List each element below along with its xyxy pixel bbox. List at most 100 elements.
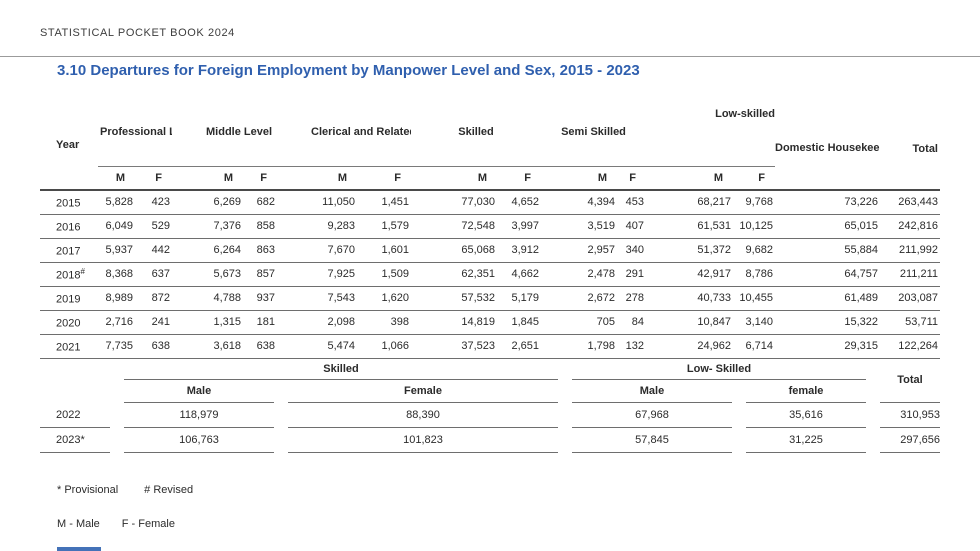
data-cell: 4,394 — [541, 190, 617, 215]
data-cell: 84 — [617, 310, 646, 335]
col-group-semi-skilled: Semi Skilled — [541, 100, 646, 167]
data-cell: 6,264 — [172, 238, 243, 263]
col-subheader-f: F — [243, 166, 277, 191]
data-cell: 10,125 — [733, 214, 775, 239]
summary-subheader-female-low-skilled: female — [746, 380, 866, 403]
table-row: 2019 8,989 872 4,788 937 7,543 1,620 57,… — [40, 286, 940, 311]
data-cell: 2,957 — [541, 238, 617, 263]
data-cell: 6,714 — [733, 334, 775, 359]
data-cell: 7,925 — [277, 262, 357, 287]
summary-year-spacer — [40, 380, 110, 403]
summary-subheader-male-low-skilled: Male — [572, 380, 732, 403]
summary-row: 2022 118,979 88,390 67,968 35,616 310,95… — [40, 403, 940, 428]
footnote-revised: # Revised — [144, 484, 194, 496]
data-cell: 2,672 — [541, 286, 617, 311]
data-cell: 2,716 — [98, 310, 135, 335]
data-cell: 3,997 — [497, 214, 541, 239]
data-cell: 1,845 — [497, 310, 541, 335]
data-cell: 398 — [357, 310, 411, 335]
data-cell: 872 — [135, 286, 172, 311]
data-cell: 72,548 — [411, 214, 497, 239]
table-row: 2018# 8,368 637 5,673 857 7,925 1,509 62… — [40, 262, 940, 287]
data-cell: 14,819 — [411, 310, 497, 335]
data-cell: 682 — [243, 190, 277, 215]
data-cell: 42,917 — [646, 262, 733, 287]
footer-accent-bar — [57, 547, 101, 551]
data-cell: 37,523 — [411, 334, 497, 359]
data-cell: 310,953 — [880, 403, 940, 428]
data-cell: 68,217 — [646, 190, 733, 215]
data-cell: 242,816 — [880, 214, 940, 239]
data-cell: 9,283 — [277, 214, 357, 239]
summary-subheader-female-skilled: Female — [288, 380, 558, 403]
data-cell: 4,652 — [497, 190, 541, 215]
year-cell: 2022 — [40, 403, 110, 428]
table-row: 2017 5,937 442 6,264 863 7,670 1,601 65,… — [40, 238, 940, 263]
summary-group-row: Skilled Low- Skilled Total — [40, 359, 940, 403]
data-cell: 638 — [135, 334, 172, 359]
year-label: 2017 — [56, 245, 81, 258]
data-cell: 291 — [617, 262, 646, 287]
summary-year-spacer — [40, 359, 110, 380]
data-cell: 937 — [243, 286, 277, 311]
data-cell: 7,735 — [98, 334, 135, 359]
summary-table: Skilled Low- Skilled Total Male Female M… — [26, 359, 954, 453]
data-cell: 5,673 — [172, 262, 243, 287]
table-row: 2021 7,735 638 3,618 638 5,474 1,066 37,… — [40, 334, 940, 359]
col-subheader-m: M — [411, 166, 497, 191]
year-cell: 2016 — [40, 214, 98, 239]
year-cell: 2017 — [40, 238, 98, 263]
year-cell: 2023* — [40, 428, 110, 453]
data-cell: 407 — [617, 214, 646, 239]
data-cell: 122,264 — [880, 334, 940, 359]
data-cell: 241 — [135, 310, 172, 335]
data-cell: 5,179 — [497, 286, 541, 311]
col-group-middle: Middle Level — [172, 100, 277, 167]
data-cell: 11,050 — [277, 190, 357, 215]
table-row: 2015 5,828 423 6,269 682 11,050 1,451 77… — [40, 190, 940, 215]
data-cell: 278 — [617, 286, 646, 311]
data-cell: 1,509 — [357, 262, 411, 287]
data-cell: 181 — [243, 310, 277, 335]
data-cell: 67,968 — [572, 403, 732, 428]
summary-mf-row: Male Female Male female — [40, 380, 940, 403]
data-cell: 705 — [541, 310, 617, 335]
tables-wrapper: Year Professional Level Middle Level Cle… — [40, 100, 940, 453]
data-cell: 5,937 — [98, 238, 135, 263]
data-cell: 31,225 — [746, 428, 866, 453]
footnote-row: * Provisional # Revised — [57, 484, 193, 496]
data-cell: 863 — [243, 238, 277, 263]
data-cell: 211,211 — [880, 262, 940, 287]
departures-table: Year Professional Level Middle Level Cle… — [40, 100, 940, 359]
data-cell: 203,087 — [880, 286, 940, 311]
data-cell: 453 — [617, 190, 646, 215]
year-label: 2016 — [56, 221, 81, 234]
col-subheader-f: F — [497, 166, 541, 191]
data-cell: 8,786 — [733, 262, 775, 287]
data-cell: 637 — [135, 262, 172, 287]
revised-marker: # — [80, 266, 85, 276]
year-cell: 2015 — [40, 190, 98, 215]
data-cell: 10,847 — [646, 310, 733, 335]
summary-row: 2023* 106,763 101,823 57,845 31,225 297,… — [40, 428, 940, 453]
data-cell: 7,376 — [172, 214, 243, 239]
data-cell: 10,455 — [733, 286, 775, 311]
data-cell: 1,451 — [357, 190, 411, 215]
data-cell: 1,066 — [357, 334, 411, 359]
data-cell: 62,351 — [411, 262, 497, 287]
table-row: 2020 2,716 241 1,315 181 2,098 398 14,81… — [40, 310, 940, 335]
data-cell: 51,372 — [646, 238, 733, 263]
data-cell: 3,519 — [541, 214, 617, 239]
data-cell: 6,269 — [172, 190, 243, 215]
data-cell: 7,543 — [277, 286, 357, 311]
col-group-skilled: Skilled — [411, 100, 541, 167]
data-cell: 5,828 — [98, 190, 135, 215]
data-cell: 7,670 — [277, 238, 357, 263]
data-cell: 1,601 — [357, 238, 411, 263]
col-header-year: Year — [40, 100, 98, 191]
data-cell: 4,662 — [497, 262, 541, 287]
data-cell: 55,884 — [775, 238, 880, 263]
data-cell: 2,478 — [541, 262, 617, 287]
data-cell: 132 — [617, 334, 646, 359]
